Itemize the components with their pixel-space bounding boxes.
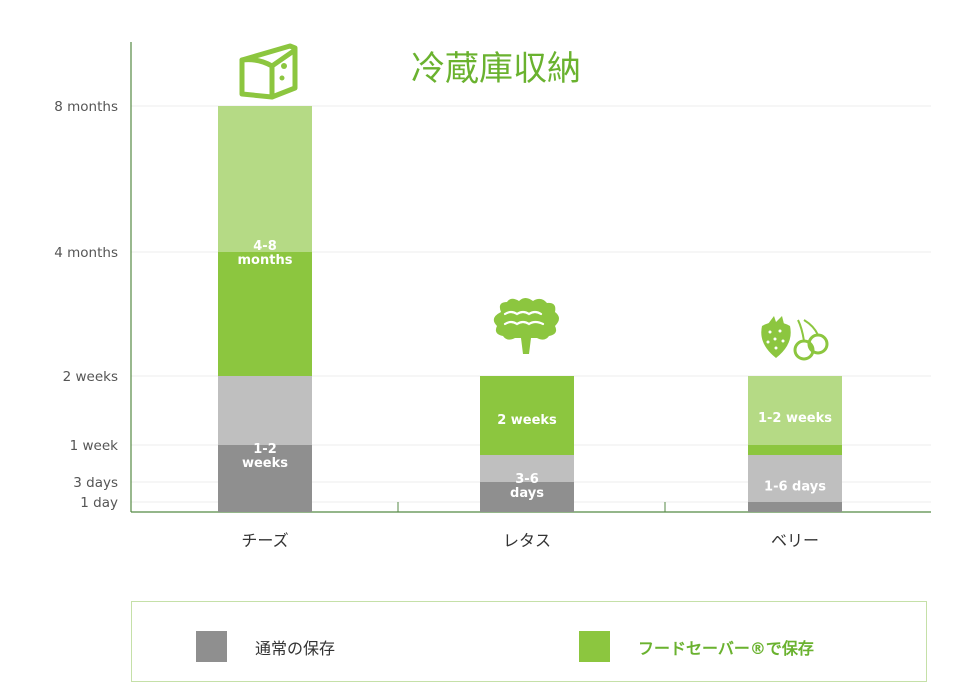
bar-normal-dark-0: [218, 445, 312, 512]
bar-normal-light-2: [748, 455, 842, 502]
lettuce-icon: [493, 298, 559, 354]
bar-label-foodsaver-1: 2 weeks: [497, 413, 557, 428]
bar-foodsaver-light-0: [218, 106, 312, 252]
y-tick-3-days: 3 days: [73, 475, 118, 491]
y-tick-2-weeks: 2 weeks: [63, 369, 118, 385]
bar-foodsaver-light-2: [748, 376, 842, 445]
berries-icon: [761, 316, 829, 361]
bars: 1-2 weeks 4-8 months 3-6 days 2 weeks 1-6 days 1…: [218, 106, 842, 512]
chart-area: 冷蔵庫収納 8 months 4 months 2 weeks 1 week 3 day…: [54, 42, 931, 550]
x-axis-labels: チーズ レタス ベリー: [241, 502, 819, 550]
legend-swatch-foodsaver: [579, 631, 610, 662]
bar-label-normal-0: 1-2 weeks: [242, 442, 288, 471]
y-tick-8-months: 8 months: [54, 99, 118, 115]
bar-label-normal-2: 1-6 days: [764, 480, 826, 495]
y-axis-ticks: 8 months 4 months 2 weeks 1 week 3 days 1 day: [54, 99, 118, 511]
x-label-0: チーズ: [241, 531, 288, 550]
x-label-1: レタス: [503, 531, 551, 550]
legend-item-normal: 通常の保存: [196, 631, 335, 662]
bar-foodsaver-dark-0: [218, 252, 312, 376]
bar-label-foodsaver-0: 4-8 months: [238, 239, 293, 268]
bar-label-normal-1: 3-6 days: [510, 472, 544, 501]
bar-normal-light-0: [218, 376, 312, 445]
legend-swatch-normal: [196, 631, 227, 662]
bar-foodsaver-dark-1: [480, 376, 574, 455]
y-tick-1-week: 1 week: [70, 438, 119, 454]
legend-label-foodsaver: フードセーバー®で保存: [638, 638, 814, 658]
bar-normal-light-1: [480, 455, 574, 482]
y-tick-1-day: 1 day: [80, 495, 118, 511]
bar-label-foodsaver-2: 1-2 weeks: [758, 411, 832, 426]
cheese-icon: [239, 43, 298, 100]
bar-normal-dark-2: [748, 502, 842, 512]
legend-label-normal: 通常の保存: [255, 638, 336, 658]
x-label-2: ベリー: [771, 531, 819, 550]
legend: 通常の保存 フードセーバー®で保存: [131, 601, 927, 682]
legend-item-foodsaver: フードセーバー®で保存: [579, 631, 814, 662]
bar-normal-dark-1: [480, 482, 574, 512]
bar-foodsaver-dark-2: [748, 445, 842, 455]
y-tick-4-months: 4 months: [54, 245, 118, 261]
chart-title: 冷蔵庫収納: [411, 49, 581, 89]
